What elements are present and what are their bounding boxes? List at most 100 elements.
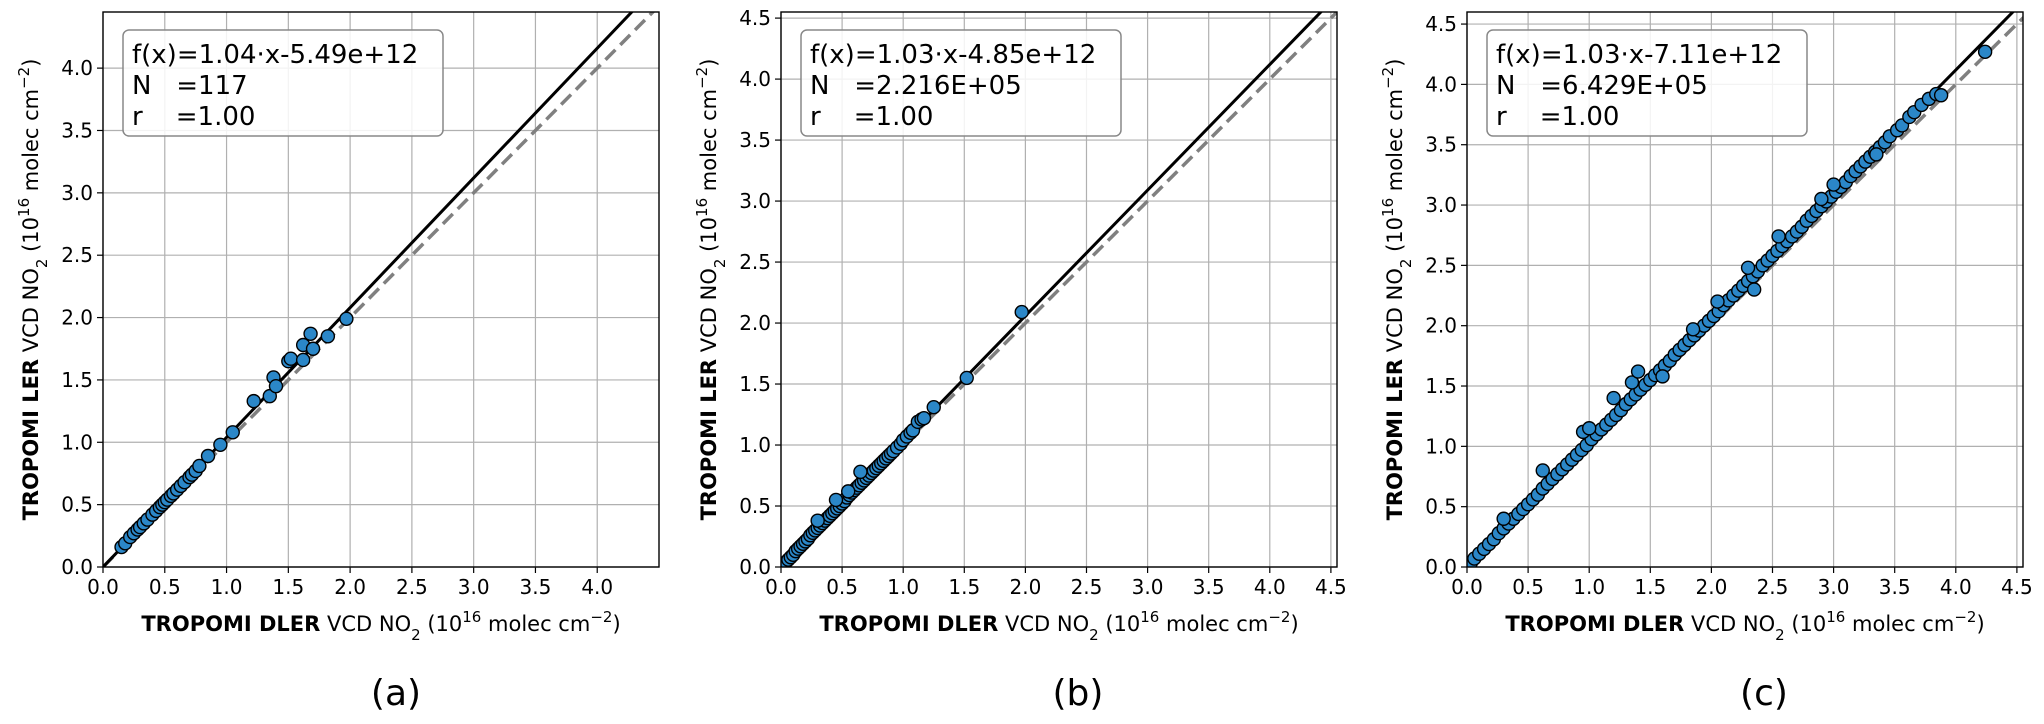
x-axis-label-bold: TROPOMI DLER (819, 612, 998, 636)
y-tick-label: 2.0 (61, 306, 93, 330)
plot-area (781, 12, 1337, 567)
y-axis-label-unit: molec cm (697, 89, 721, 198)
y-axis-label-unit: molec cm (1383, 89, 1407, 198)
data-point (1710, 294, 1725, 309)
axes-frame (780, 11, 1338, 568)
data-point (1581, 421, 1597, 436)
x-tick-label: 3.5 (1879, 575, 1911, 599)
data-point (320, 329, 336, 344)
legend-line: N =2.216E+05 (810, 71, 1022, 101)
data-point (1606, 390, 1621, 406)
x-tick-label: 2.0 (1695, 575, 1727, 599)
y-axis-label-unit-exponent: −2 (1379, 67, 1397, 89)
x-axis-label-superscript: 16 (1140, 608, 1159, 626)
x-axis-label-unit: molec cm (1845, 612, 1954, 636)
y-axis-label: TROPOMI LER VCD NO2 (1016 molec cm−2) (15, 59, 51, 521)
x-axis-label-unit: molec cm (1159, 612, 1268, 636)
x-axis-label-bold: TROPOMI DLER (141, 612, 320, 636)
data-point (1014, 304, 1029, 320)
y-axis-label: TROPOMI LER VCD NO2 (1016 molec cm−2) (1379, 59, 1415, 521)
x-axis-label: TROPOMI DLER VCD NO2 (1016 molec cm−2) (1505, 608, 1984, 644)
axes-frame (1466, 11, 2024, 568)
x-axis-label-unit-open: (10 (421, 612, 463, 636)
x-axis-label-unit: molec cm (481, 612, 590, 636)
data-point (1826, 177, 1841, 192)
plot-area (1467, 12, 2023, 567)
data-point (192, 458, 207, 474)
data-point (1655, 369, 1670, 384)
y-axis-label-unit: molec cm (19, 89, 43, 198)
x-tick-label: 1.0 (887, 575, 919, 599)
y-axis-label-superscript: 16 (693, 198, 711, 217)
y-axis-label-unit-open: (10 (697, 217, 721, 259)
x-tick-label: 0.0 (87, 575, 119, 599)
x-tick-label: 2.5 (396, 575, 428, 599)
y-tick-label: 0.0 (739, 555, 771, 579)
axes-frame (102, 11, 660, 568)
x-axis-label-superscript: 16 (1826, 608, 1845, 626)
y-tick-label: 3.5 (61, 118, 93, 142)
data-point (1977, 44, 1993, 60)
y-axis-label-subscript: 2 (1397, 259, 1415, 269)
data-point (213, 437, 228, 452)
legend-line: N =117 (132, 71, 248, 101)
data-point (295, 352, 311, 368)
x-tick-label: 3.0 (1818, 575, 1850, 599)
y-tick-label: 1.0 (1425, 434, 1457, 458)
legend-box (1486, 29, 1808, 137)
y-axis-label-unit-close: ) (19, 59, 43, 67)
x-tick-label: 4.5 (2001, 575, 2033, 599)
y-axis-label: TROPOMI LER VCD NO2 (1016 molec cm−2) (693, 59, 729, 521)
x-tick-label: 4.5 (1315, 575, 1347, 599)
panel-label: (c) (1740, 673, 1788, 714)
data-point (268, 378, 284, 394)
legend-line: f(x)=1.03·x-7.11e+12 (1496, 40, 1782, 70)
scatter-panel-3: 0.0 0.5 1.0 1.5 2.0 2.5 3.0 3.5 4.0 4.5 0.0 0.5 1.0 1… (1379, 11, 2033, 714)
y-tick-label: 1.5 (1425, 374, 1457, 398)
y-tick-label: 3.0 (739, 189, 771, 213)
x-axis-label-bold: TROPOMI DLER (1505, 612, 1684, 636)
data-point (1771, 229, 1786, 244)
data-point (283, 351, 299, 366)
x-tick-label: 2.5 (1757, 575, 1789, 599)
y-tick-label: 3.0 (61, 181, 93, 205)
data-point (200, 448, 216, 464)
x-tick-label: 4.0 (581, 575, 613, 599)
x-tick-label: 3.5 (520, 575, 552, 599)
x-axis-label-quantity: VCD NO (320, 612, 411, 636)
x-axis-label-superscript: 16 (462, 608, 481, 626)
y-tick-label: 0.5 (61, 493, 93, 517)
y-axis-label-bold: TROPOMI LER (19, 359, 43, 521)
x-tick-label: 4.0 (1940, 575, 1972, 599)
x-axis-label-unit-close: ) (612, 612, 620, 636)
data-point (339, 311, 354, 327)
data-point (1630, 364, 1646, 379)
x-tick-label: 4.0 (1254, 575, 1286, 599)
x-axis-label: TROPOMI DLER VCD NO2 (1016 molec cm−2) (819, 608, 1298, 644)
legend-line: r =1.00 (132, 102, 255, 132)
y-tick-label: 0.0 (1425, 555, 1457, 579)
data-point (810, 513, 825, 528)
x-tick-label: 0.0 (765, 575, 797, 599)
data-point (303, 326, 318, 341)
x-tick-label: 1.0 (211, 575, 243, 599)
y-tick-label: 4.0 (739, 67, 771, 91)
x-axis-label: TROPOMI DLER VCD NO2 (1016 molec cm−2) (141, 608, 620, 644)
legend-line: f(x)=1.04·x-5.49e+12 (132, 40, 418, 70)
y-tick-label: 2.0 (1425, 314, 1457, 338)
y-tick-label: 1.0 (739, 433, 771, 457)
legend-line: f(x)=1.03·x-4.85e+12 (810, 40, 1096, 70)
legend-line: r =1.00 (1496, 102, 1619, 132)
y-tick-label: 4.5 (1425, 12, 1457, 36)
y-tick-label: 1.5 (61, 368, 93, 392)
x-tick-label: 2.0 (1009, 575, 1041, 599)
data-point (1496, 511, 1511, 526)
y-tick-label: 2.5 (1425, 253, 1457, 277)
x-tick-label: 0.5 (149, 575, 181, 599)
y-axis-label-superscript: 16 (1379, 198, 1397, 217)
data-point (1535, 463, 1550, 478)
y-tick-label: 3.5 (739, 128, 771, 152)
y-axis-label-subscript: 2 (33, 259, 51, 269)
y-axis-label-subscript: 2 (711, 259, 729, 269)
scatter-panel-2: 0.0 0.5 1.0 1.5 2.0 2.5 3.0 3.5 4.0 4.5 0.0 0.5 1.0 1… (693, 6, 1347, 714)
